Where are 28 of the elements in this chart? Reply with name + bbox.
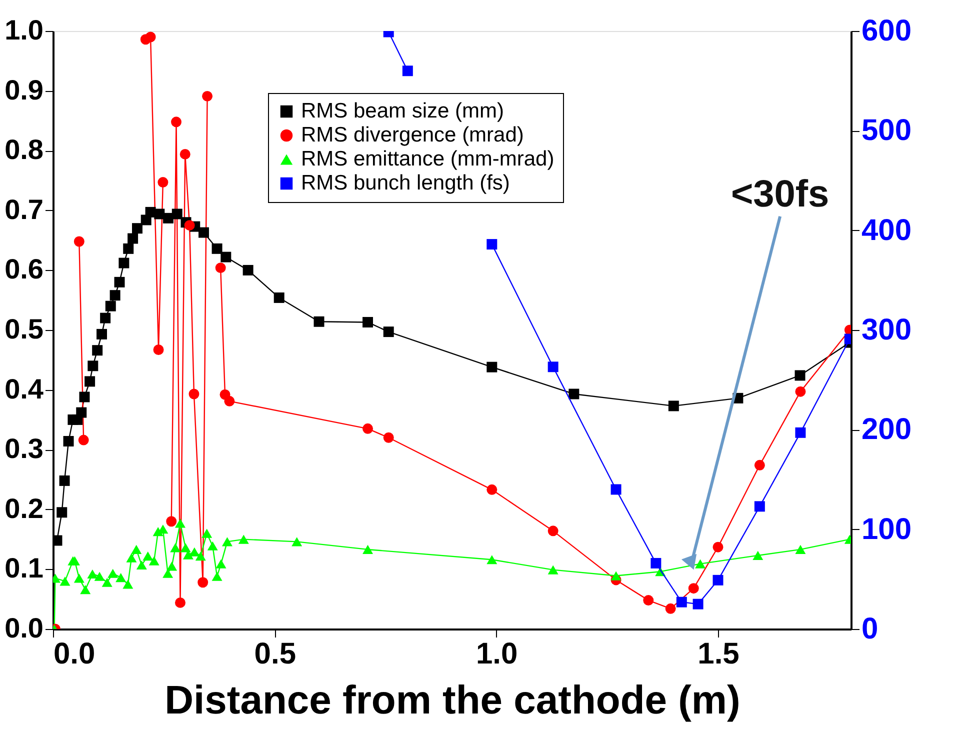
- legend-label: RMS bunch length (fs): [301, 172, 510, 194]
- y-tick-label: 0.3: [4, 433, 44, 464]
- y-tick-label: 0.2: [4, 492, 44, 524]
- y2-tick-label: 500: [862, 114, 912, 148]
- legend-label: RMS emittance (mm-mrad): [301, 148, 554, 170]
- legend-label: RMS beam size (mm): [301, 100, 504, 122]
- annotation: <30fs: [730, 173, 830, 216]
- y2-tick-label: 0: [862, 612, 878, 646]
- x-tick-label: 0.0: [54, 638, 96, 670]
- y-tick-label: 0.4: [4, 373, 44, 404]
- y2-tick-label: 400: [862, 214, 912, 247]
- x-tick-label: 1.5: [698, 638, 740, 670]
- y-tick-label: 1.0: [4, 14, 44, 46]
- y-tick-label: 0.1: [4, 552, 44, 584]
- x-axis-title: Distance from the cathode (m): [164, 678, 740, 722]
- legend-label: RMS divergence (mrad): [301, 124, 524, 146]
- y-tick-label: 0.9: [4, 74, 44, 106]
- y-tick-label: 0.7: [4, 194, 44, 225]
- y-tick-label: 0.6: [4, 254, 44, 285]
- y-tick-label: 0.5: [4, 314, 44, 344]
- y-tick-label: 0.8: [4, 134, 44, 166]
- x-tick-label: 1.0: [476, 638, 518, 670]
- y2-tick-label: 600: [862, 14, 912, 48]
- x-tick-label: 0.5: [254, 638, 296, 670]
- y2-tick-label: 100: [862, 512, 912, 546]
- y2-tick-label: 300: [862, 314, 912, 346]
- y-tick-label: 0.0: [4, 612, 44, 644]
- y2-tick-label: 200: [862, 413, 912, 446]
